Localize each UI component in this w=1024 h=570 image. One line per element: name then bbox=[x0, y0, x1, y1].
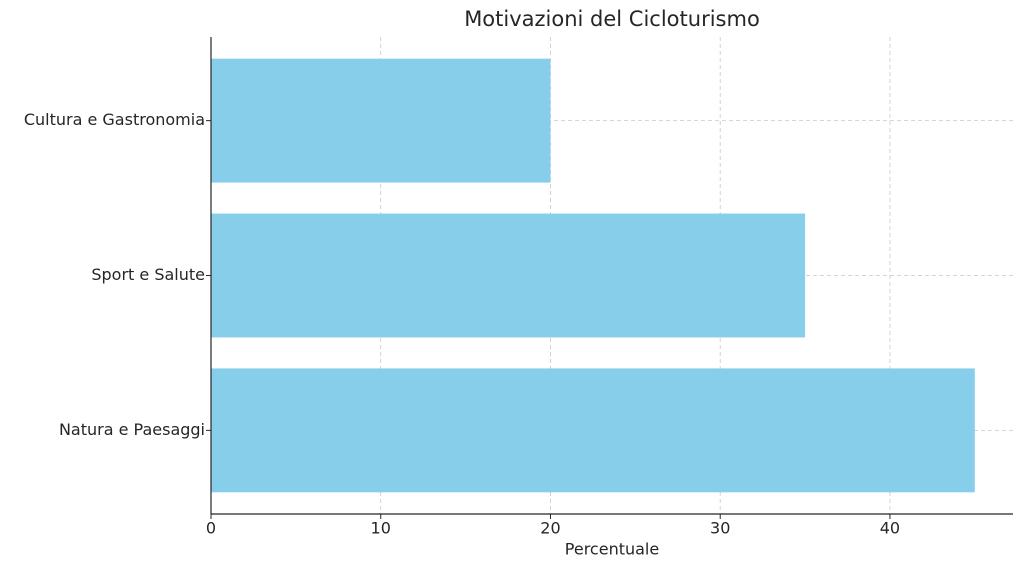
chart-title: Motivazioni del Cicloturismo bbox=[464, 7, 760, 31]
x-tick-label: 0 bbox=[206, 519, 216, 538]
bar bbox=[211, 58, 551, 183]
y-tick-label: Natura e Paesaggi bbox=[59, 420, 205, 439]
bar bbox=[211, 368, 975, 493]
y-tick-label: Cultura e Gastronomia bbox=[24, 110, 205, 129]
x-tick-label: 10 bbox=[371, 519, 391, 538]
x-tick-label: 40 bbox=[880, 519, 900, 538]
x-axis-label: Percentuale bbox=[565, 540, 659, 559]
x-tick-label: 20 bbox=[540, 519, 560, 538]
y-tick-label: Sport e Salute bbox=[91, 265, 205, 284]
bar bbox=[211, 213, 806, 338]
x-tick-label: 30 bbox=[710, 519, 730, 538]
